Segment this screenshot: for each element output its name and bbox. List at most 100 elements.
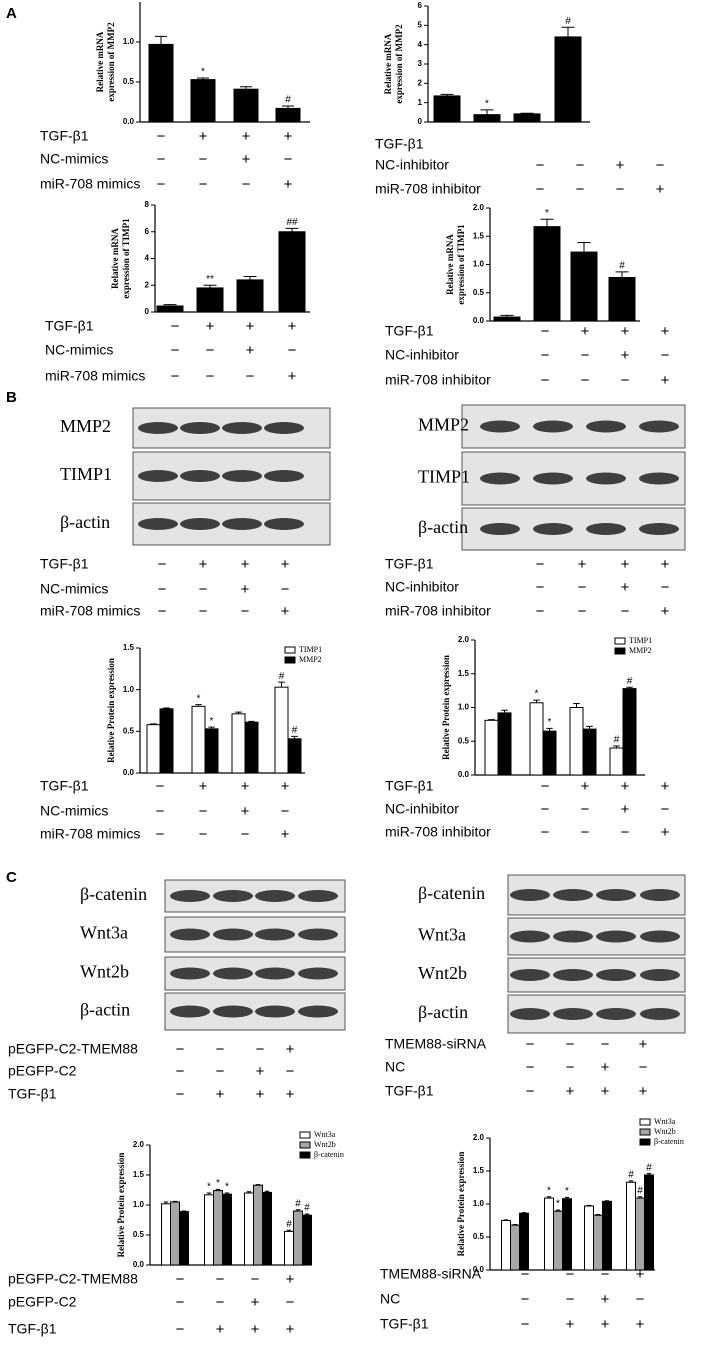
bar	[231, 713, 246, 774]
condition-sign: −	[281, 803, 290, 820]
y-tick-label: 0.5	[123, 77, 135, 86]
condition-sign: −	[216, 1041, 225, 1058]
y-tick-label: 0.0	[473, 316, 485, 325]
bar	[626, 1181, 636, 1271]
error-bar	[206, 1192, 212, 1195]
bar	[519, 1212, 529, 1271]
condition-sign: −	[242, 176, 251, 193]
error-bar	[586, 725, 593, 730]
condition-sign: −	[199, 151, 208, 168]
condition-label: NC-inhibitor	[375, 157, 449, 173]
condition-sign: +	[578, 556, 587, 573]
legend-label: Wnt3a	[654, 1117, 676, 1126]
condition-sign: −	[199, 581, 208, 598]
bar	[284, 1230, 294, 1266]
bar	[159, 708, 174, 774]
error-bar	[304, 1213, 310, 1216]
y-axis-label: Relative Protein expression	[106, 658, 116, 763]
condition-sign: +	[621, 556, 630, 573]
y-tick-label: 6	[418, 1, 423, 10]
significance-mark: *	[207, 1182, 211, 1193]
blot-band	[255, 967, 295, 980]
error-bar	[577, 241, 591, 253]
bar	[161, 1203, 171, 1266]
condition-sign: −	[656, 157, 665, 174]
condition-label: pEGFP-C2	[8, 1063, 77, 1079]
condition-label: miR-708 inhibitor	[385, 824, 491, 840]
significance-mark: #	[614, 735, 620, 746]
condition-sign: +	[256, 1086, 265, 1103]
y-tick-label: 2.0	[133, 1140, 145, 1149]
blot-band	[180, 518, 220, 530]
legend-label: MMP2	[629, 646, 652, 655]
error-bar	[488, 719, 495, 721]
blot-band	[213, 1005, 253, 1018]
condition-label: NC-inhibitor	[385, 347, 459, 363]
blot-band	[640, 930, 680, 943]
significance-mark: #	[295, 1198, 301, 1209]
blot-band	[639, 420, 679, 433]
condition-label: miR-708 inhibitor	[385, 372, 491, 388]
error-bar	[208, 726, 215, 729]
bar	[253, 1184, 263, 1266]
bar	[190, 79, 216, 123]
error-bar	[155, 35, 167, 45]
y-axis-label: expression of TIMP1	[456, 224, 466, 305]
condition-sign: +	[566, 1083, 575, 1100]
blot-band	[640, 969, 680, 981]
bar	[609, 747, 624, 776]
blot-band	[639, 523, 679, 535]
error-bar	[291, 735, 298, 739]
y-tick-label: 1.0	[473, 1199, 485, 1208]
significance-mark: *	[485, 98, 489, 109]
blot-band	[553, 930, 593, 943]
y-tick-label: 1.5	[123, 643, 135, 652]
condition-sign: −	[156, 826, 165, 843]
y-axis-label: Relative Protein expression	[441, 655, 451, 760]
bar	[293, 1210, 303, 1266]
condition-sign: +	[616, 157, 625, 174]
y-tick-label: 0.0	[133, 1260, 145, 1269]
y-tick-label: 1	[418, 98, 423, 107]
condition-sign: +	[639, 1083, 648, 1100]
blot-band	[255, 1005, 295, 1018]
condition-sign: −	[199, 803, 208, 820]
condition-sign: +	[601, 1059, 610, 1076]
blot-band	[138, 518, 178, 530]
bar	[302, 1214, 312, 1266]
condition-sign: +	[242, 151, 251, 168]
legend-label: Wnt3a	[314, 1130, 336, 1139]
blot-band	[510, 969, 550, 981]
condition-label: TGF-β1	[45, 318, 94, 334]
error-bar	[521, 1212, 527, 1214]
y-axis-label: expression of MMP2	[106, 22, 116, 102]
condition-sign: −	[246, 368, 255, 385]
error-bar	[203, 284, 217, 288]
bar	[569, 707, 584, 776]
y-tick-label: 0	[418, 117, 423, 126]
error-bar	[546, 727, 553, 732]
y-tick-label: 0.5	[473, 1232, 485, 1241]
bar	[287, 738, 302, 774]
legend-swatch	[614, 637, 626, 645]
condition-sign: +	[286, 1271, 295, 1288]
condition-label: miR-708 inhibitor	[385, 603, 491, 619]
legend-swatch	[299, 1131, 311, 1139]
condition-sign: +	[251, 1294, 260, 1311]
condition-sign: −	[541, 347, 550, 364]
bar	[233, 88, 259, 123]
error-bar	[595, 1214, 601, 1216]
condition-label: TMEM88-siRNA	[380, 1266, 482, 1282]
condition-sign: −	[199, 826, 208, 843]
error-bar	[637, 1196, 643, 1199]
error-bar	[163, 707, 170, 709]
error-bar	[501, 709, 508, 713]
blot-band	[298, 890, 338, 902]
blot-band	[553, 1008, 593, 1020]
y-tick-label: 0.0	[123, 768, 135, 777]
error-bar	[243, 276, 257, 280]
blot-label: Wnt3a	[418, 925, 466, 945]
legend-label: Wnt2b	[654, 1127, 676, 1136]
error-bar	[181, 1210, 187, 1212]
condition-sign: −	[526, 1059, 535, 1076]
